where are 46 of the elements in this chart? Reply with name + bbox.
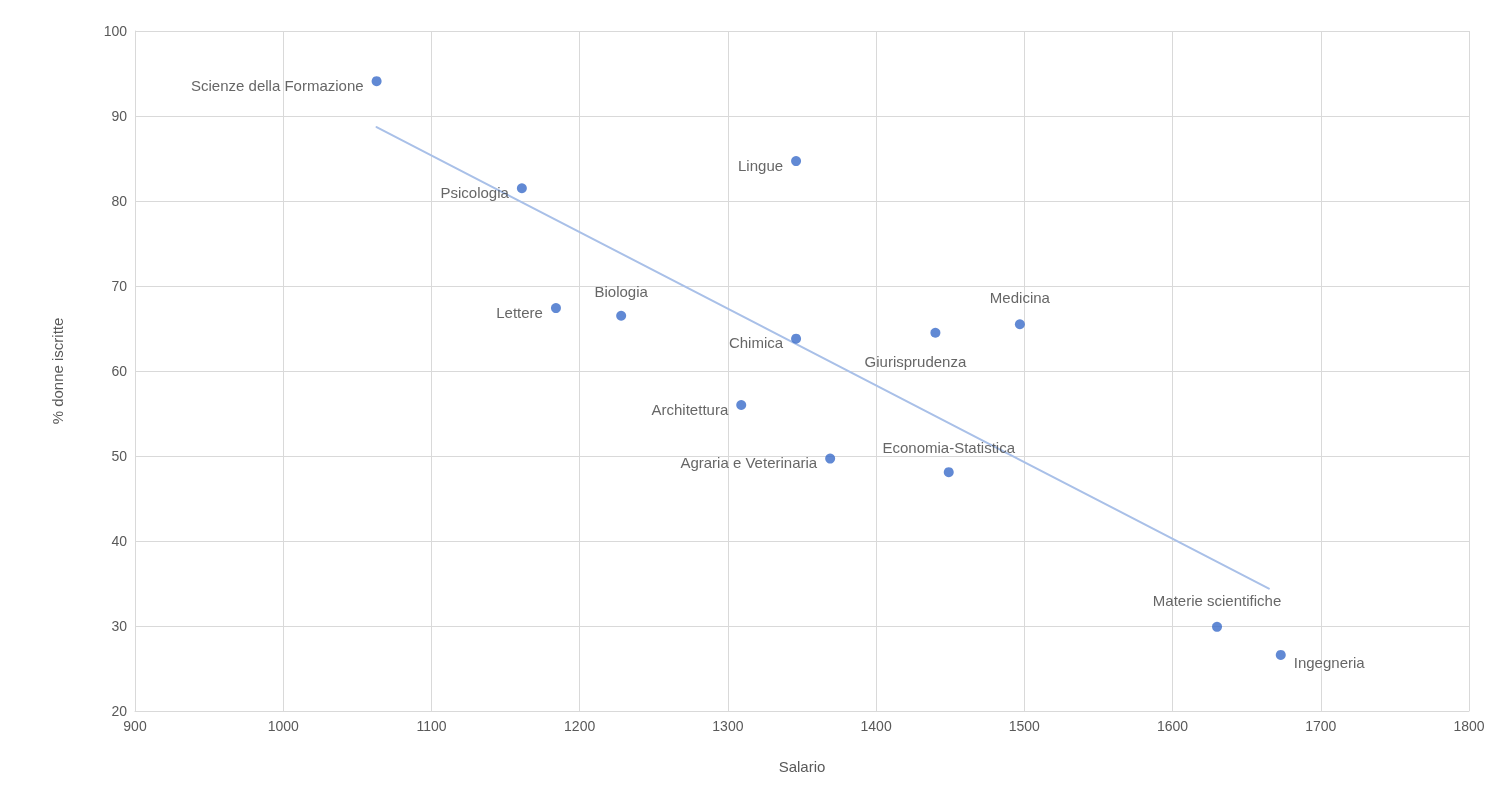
annotation: Architettura [651,400,729,418]
annotation: Lingue [738,156,784,174]
x-tick-label: 1700 [1305,718,1337,734]
point [736,400,747,410]
x-tick-label: 1500 [1008,718,1041,734]
annotation: Ingegneria [1293,654,1366,672]
y-tick-label: 30 [111,618,128,634]
x-tick-label: 1600 [1156,718,1189,734]
y-tick-label: 60 [111,363,128,379]
annotation: Lettere [496,303,543,321]
point [791,156,802,167]
y-tick-label: 100 [103,23,128,39]
annotation: Medicina [989,289,1051,307]
x-tick-label: 1300 [712,718,744,734]
y-tick-label: 90 [111,108,128,124]
x-tick-label: 1000 [267,718,299,734]
y-axis-title: % donne iscritte [49,317,66,425]
x-tick-label: 900 [123,718,147,734]
y-tick-label: 70 [111,278,128,294]
point [930,327,941,338]
point [825,453,836,464]
x-tick-label: 1400 [860,718,892,734]
annotation: Biologia [594,282,649,300]
point [1275,649,1286,660]
x-tick-label: 1200 [564,718,596,734]
annotation: Psicologia [440,183,510,201]
point [943,467,954,478]
y-tick-label: 20 [111,703,128,719]
x-tick-label: 1100 [416,718,447,734]
y-tick-label: 50 [111,448,128,464]
point [616,310,627,321]
annotation: Scienze della Formazione [191,76,364,94]
point [1014,319,1025,330]
x-axis-title: Salario [778,758,826,775]
annotation: Agraria e Veterinaria [680,454,818,472]
annotation: Chimica [728,334,784,352]
point [550,303,561,314]
annotation: Materie scientifiche [1152,591,1282,609]
y-tick-label: 80 [111,193,128,209]
y-tick-label: 40 [111,533,128,549]
annotation: Giurisprudenza [864,352,967,370]
point [1212,621,1223,632]
point [371,76,382,87]
point [791,333,802,344]
point [516,183,527,194]
x-tick-label: 1800 [1453,718,1485,734]
